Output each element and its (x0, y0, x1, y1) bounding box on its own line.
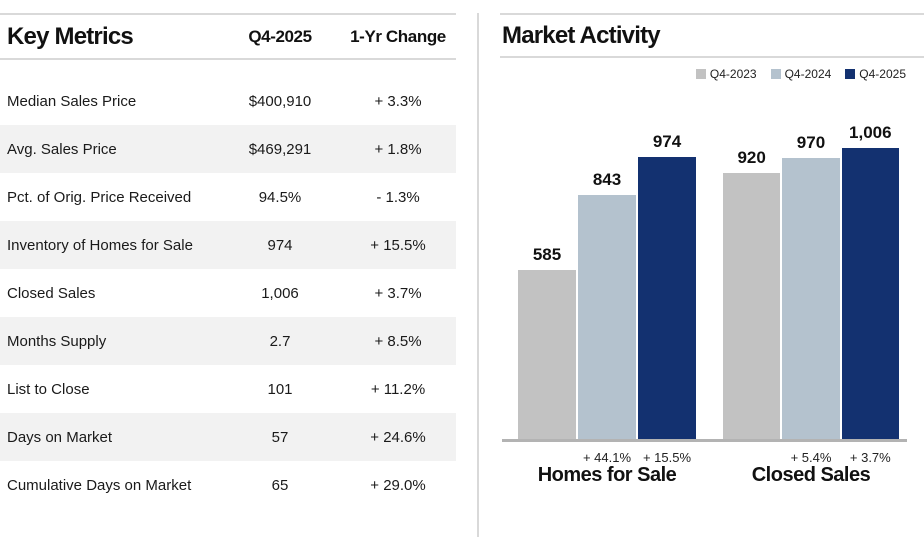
column-header-period: Q4-2025 (248, 27, 312, 46)
bar (518, 270, 576, 439)
bar-change-label: + 15.5% (642, 450, 692, 465)
table-top-rule (0, 13, 456, 15)
legend-label: Q4-2023 (709, 67, 757, 81)
table-row: Pct. of Orig. Price Received 94.5% - 1.3% (0, 173, 456, 221)
metric-name: Pct. of Orig. Price Received (7, 188, 192, 206)
bar-value-label: 1,006 (849, 123, 892, 142)
bar (782, 158, 840, 439)
bar-change-label: + 44.1% (582, 450, 632, 465)
market-activity-panel: Market Activity Q4-2023 Q4-2024 Q4-2025 58… (500, 0, 924, 537)
chart-baseline (502, 439, 907, 442)
table-row: Median Sales Price $400,910 + 3.3% (0, 77, 456, 125)
table-header: Key Metrics Q4-2025 1-Yr Change (0, 16, 456, 58)
metric-name: Median Sales Price (7, 92, 137, 110)
table-title: Key Metrics (7, 23, 134, 50)
chart-title-rule (500, 56, 924, 58)
metric-value: $400,910 (248, 92, 312, 110)
table-row: Cumulative Days on Market 65 + 29.0% (0, 461, 456, 509)
metric-value: 974 (267, 236, 293, 254)
metric-name: Months Supply (7, 332, 107, 350)
bar (841, 148, 899, 439)
metric-name: Days on Market (7, 428, 113, 446)
metric-name: Cumulative Days on Market (7, 476, 192, 494)
table-row: Avg. Sales Price $469,291 + 1.8% (0, 125, 456, 173)
bar-change-label: + 3.7% (849, 450, 891, 465)
metric-value: 57 (271, 428, 289, 446)
category-label: Closed Sales (751, 464, 871, 486)
bar-column: 585 (518, 115, 576, 439)
metric-change: - 1.3% (376, 188, 420, 206)
table-row: List to Close 101 + 11.2% (0, 365, 456, 413)
bar-group: 920 970 + 5.4% 1,006 + 3.7% Closed Sales (723, 115, 899, 486)
panel-divider (477, 13, 479, 537)
table-row: Closed Sales 1,006 + 3.7% (0, 269, 456, 317)
bar (723, 173, 781, 439)
metric-rows: Median Sales Price $400,910 + 3.3% Avg. Sal… (0, 77, 456, 509)
bar-value-label: 843 (592, 170, 622, 189)
chart-title: Market Activity (502, 22, 661, 49)
legend-swatch-icon (845, 69, 856, 79)
metric-change: + 24.6% (370, 428, 426, 446)
bar-group: 585 843 + 44.1% 974 + 15.5% Homes for Sale (518, 115, 696, 486)
table-row: Months Supply 2.7 + 8.5% (0, 317, 456, 365)
metric-value: $469,291 (248, 140, 312, 158)
bar-column: 843 + 44.1% (578, 115, 636, 465)
table-header-rule (0, 58, 456, 60)
bar-column: 974 + 15.5% (638, 115, 696, 465)
bar-value-label: 970 (796, 133, 826, 152)
metric-name: List to Close (7, 380, 90, 398)
chart-legend: Q4-2023 Q4-2024 Q4-2025 (695, 67, 906, 81)
column-header-change: 1-Yr Change (350, 27, 446, 46)
legend-item: Q4-2024 (770, 67, 832, 81)
legend-item: Q4-2025 (845, 67, 906, 81)
legend-label: Q4-2025 (859, 67, 906, 81)
bar-column: 920 (723, 115, 781, 439)
chart-top-rule (500, 13, 924, 15)
metric-value: 2.7 (269, 332, 291, 350)
legend-swatch-icon (695, 69, 706, 79)
bar-chart: 585 843 + 44.1% 974 + 15.5% Homes for Sale 920… (500, 0, 924, 537)
bar-column: 1,006 + 3.7% (841, 115, 899, 465)
metric-value: 1,006 (261, 284, 299, 302)
bar-change-label: + 5.4% (790, 450, 832, 465)
bar-value-label: 974 (652, 132, 682, 151)
legend-label: Q4-2024 (784, 67, 832, 81)
category-label: Homes for Sale (537, 464, 677, 486)
metric-value: 101 (267, 380, 293, 398)
metric-value: 65 (271, 476, 289, 494)
metric-change: + 1.8% (374, 140, 422, 158)
table-row: Inventory of Homes for Sale 974 + 15.5% (0, 221, 456, 269)
bar (578, 195, 636, 439)
bar-value-label: 585 (532, 245, 562, 264)
key-metrics-panel: Key Metrics Q4-2025 1-Yr Change Median S… (0, 0, 456, 537)
metric-name: Closed Sales (7, 284, 96, 302)
metric-change: + 8.5% (374, 332, 422, 350)
metric-change: + 11.2% (370, 380, 426, 398)
table-row: Days on Market 57 + 24.6% (0, 413, 456, 461)
metric-change: + 15.5% (370, 236, 426, 254)
metric-name: Avg. Sales Price (7, 140, 117, 158)
legend-item: Q4-2023 (695, 67, 757, 81)
metric-change: + 29.0% (370, 476, 426, 494)
bar-value-label: 920 (737, 148, 766, 167)
bar (638, 157, 696, 439)
bar-column: 970 + 5.4% (782, 115, 840, 465)
metric-value: 94.5% (258, 188, 302, 206)
metric-name: Inventory of Homes for Sale (7, 236, 193, 254)
metric-change: + 3.3% (374, 92, 422, 110)
legend-swatch-icon (770, 69, 781, 79)
metric-change: + 3.7% (374, 284, 422, 302)
